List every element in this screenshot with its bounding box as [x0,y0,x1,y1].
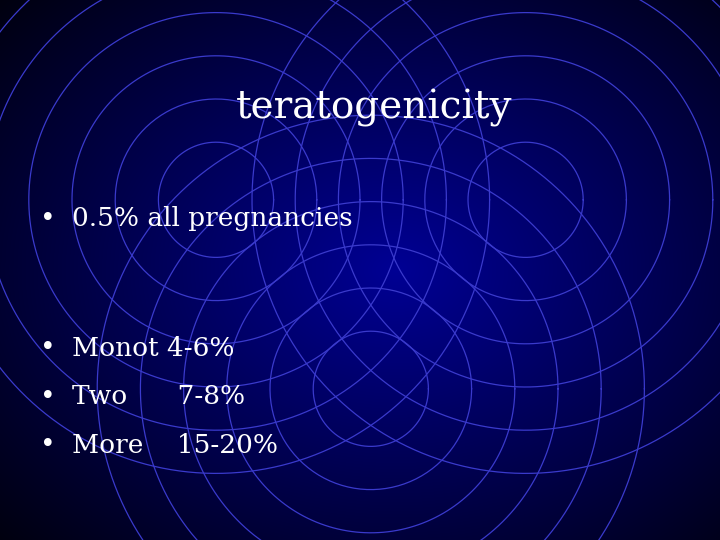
Text: •: • [40,384,55,410]
Text: •: • [40,335,55,361]
Text: Monot 4-6%: Monot 4-6% [72,336,235,361]
Text: teratogenicity: teratogenicity [236,89,513,127]
Text: Two      7-8%: Two 7-8% [72,384,245,409]
Text: 0.5% all pregnancies: 0.5% all pregnancies [72,206,353,231]
Text: •: • [40,206,55,232]
Text: More    15-20%: More 15-20% [72,433,278,458]
Text: •: • [40,433,55,458]
